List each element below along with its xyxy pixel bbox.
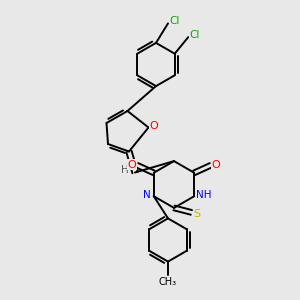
Text: Cl: Cl <box>169 16 180 26</box>
Text: O: O <box>128 160 136 170</box>
Text: S: S <box>193 209 200 219</box>
Text: CH₃: CH₃ <box>159 277 177 287</box>
Text: H: H <box>121 165 128 175</box>
Text: NH: NH <box>196 190 212 200</box>
Text: N: N <box>143 190 151 200</box>
Text: O: O <box>149 121 158 131</box>
Text: Cl: Cl <box>190 30 200 40</box>
Text: O: O <box>212 160 220 170</box>
